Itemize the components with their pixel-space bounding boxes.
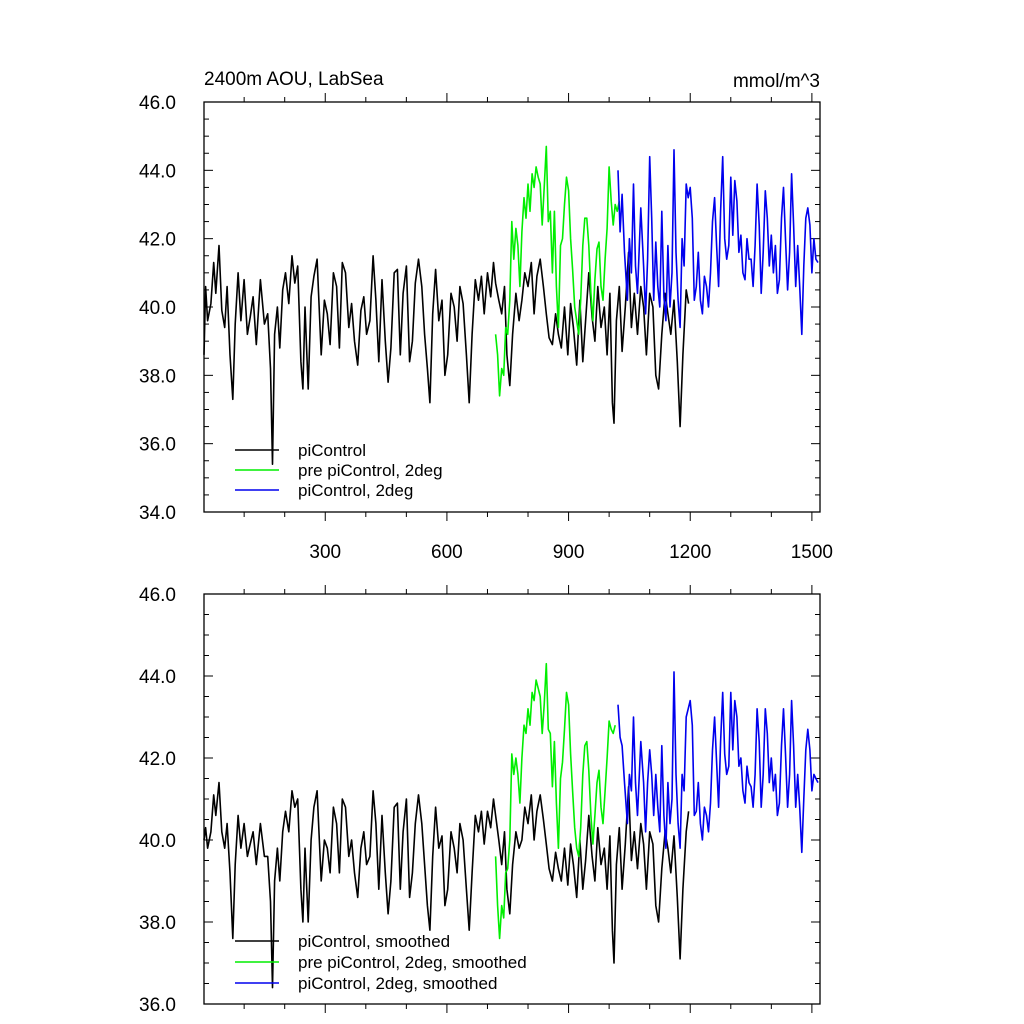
- bottom-series-lines: [203, 662, 819, 989]
- legend-label-picontrol: piControl: [298, 441, 366, 460]
- y-tick-label: 44.0: [139, 161, 176, 182]
- y-tick-label: 40.0: [139, 298, 176, 319]
- legend-label-picontrol-2deg: piControl, 2deg: [298, 481, 413, 500]
- series-line-picontrol-2deg-smoothed: [617, 671, 819, 854]
- y-tick-label: 46.0: [139, 93, 176, 114]
- top-x-tick-labels: 300 600 900 1200 1500: [309, 542, 833, 563]
- series-line-pre-picontrol-2deg-smoothed: [494, 662, 616, 940]
- legend-label-picontrol-2deg-smoothed: piControl, 2deg, smoothed: [298, 974, 497, 993]
- y-tick-label: 44.0: [139, 667, 176, 688]
- x-tick-label: 600: [431, 542, 463, 563]
- series-line-picontrol-2deg: [617, 149, 819, 336]
- top-units: mmol/m^3: [733, 71, 820, 92]
- series-line-picontrol: [203, 244, 690, 465]
- legend-label-pre-picontrol-2deg-smoothed: pre piControl, 2deg, smoothed: [298, 953, 527, 972]
- y-tick-label: 42.0: [139, 749, 176, 770]
- y-tick-label: 36.0: [139, 435, 176, 456]
- y-tick-label: 40.0: [139, 831, 176, 852]
- y-tick-label: 34.0: [139, 503, 176, 524]
- series-line-picontrol-smoothed: [203, 781, 690, 989]
- top-series-lines: [203, 145, 819, 465]
- x-tick-label: 900: [553, 542, 585, 563]
- bottom-y-tick-labels: 36.0 38.0 40.0 42.0 44.0 46.0: [139, 585, 176, 1016]
- top-panel: 2400m AOU, LabSea mmol/m^3 34.0 36.0 38.0 4…: [139, 69, 833, 563]
- bottom-legend: piControl, smoothed pre piControl, 2deg,…: [235, 932, 527, 993]
- bottom-plot-frame: [203, 593, 821, 1005]
- top-title: 2400m AOU, LabSea: [204, 69, 384, 90]
- legend-label-picontrol-smoothed: piControl, smoothed: [298, 932, 450, 951]
- x-tick-label: 1200: [669, 542, 711, 563]
- x-tick-label: 1500: [791, 542, 833, 563]
- top-plot-frame: [203, 101, 821, 513]
- top-y-tick-labels: 34.0 36.0 38.0 40.0 42.0 44.0 46.0: [139, 93, 176, 524]
- top-legend: piControl pre piControl, 2deg piControl,…: [235, 441, 443, 500]
- series-line-pre-picontrol-2deg: [494, 145, 621, 397]
- y-tick-label: 38.0: [139, 913, 176, 934]
- y-tick-label: 36.0: [139, 995, 176, 1016]
- bottom-panel: 36.0 38.0 40.0 42.0 44.0 46.0 piControl, smoo…: [139, 585, 821, 1016]
- y-tick-label: 42.0: [139, 230, 176, 251]
- x-tick-label: 300: [309, 542, 341, 563]
- y-tick-label: 38.0: [139, 366, 176, 387]
- y-tick-label: 46.0: [139, 585, 176, 606]
- legend-label-pre-picontrol-2deg: pre piControl, 2deg: [298, 461, 443, 480]
